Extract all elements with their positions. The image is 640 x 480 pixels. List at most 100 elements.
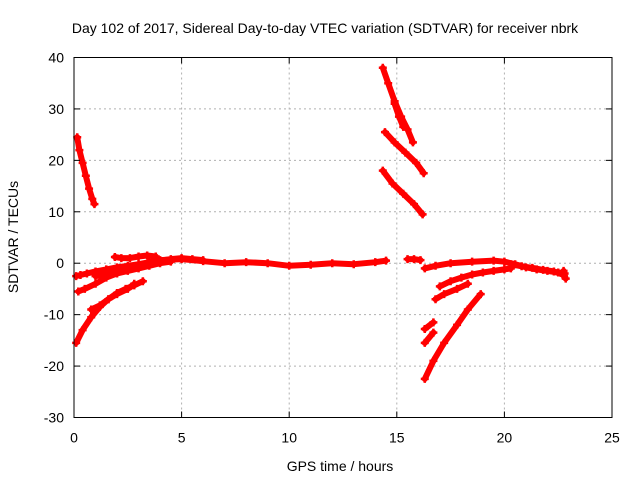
x-tick-label: 0 [70,430,78,446]
data-point [517,262,526,271]
data-point [463,279,472,288]
data-point [429,328,438,337]
y-tick-label: 30 [48,101,64,117]
data-point [399,122,408,131]
data-point [453,284,462,293]
data-point [199,256,208,265]
x-tick-label: 5 [178,430,186,446]
data-point [390,99,399,108]
data-point [429,318,438,327]
data-point [446,277,455,286]
data-point [73,133,82,142]
data-point [306,260,315,269]
data-point [420,264,429,273]
data-point [453,320,462,329]
data-point [125,254,134,263]
data-point [489,256,498,265]
x-tick-label: 25 [604,430,620,446]
data-point [104,295,113,304]
data-point [138,277,147,286]
data-point [412,158,421,167]
grid [74,57,612,418]
data-point [401,148,410,157]
data-point [78,158,87,167]
data-point [380,128,389,137]
data-point [91,272,100,281]
data-point [91,279,100,288]
data-point [489,266,498,275]
y-tick-label: 0 [56,255,64,271]
data-point [431,295,440,304]
data-point [188,255,197,264]
data-series-line [421,291,484,382]
data-point [420,338,429,347]
plot-frame [73,57,613,418]
data-point [113,268,122,277]
data-point [506,260,515,269]
data-point [75,146,84,155]
data-point [440,338,449,347]
x-tick-label: 10 [281,430,297,446]
y-tick-label: -30 [44,410,64,426]
data-point [151,252,160,261]
data-point [418,210,427,219]
data-point [134,252,143,261]
data-point [440,290,449,299]
data-point [561,274,570,283]
data-point [378,63,387,72]
data-point [130,279,139,288]
data-point [123,284,132,293]
data-point [528,263,537,272]
chart-title: Day 102 of 2017, Sidereal Day-to-day VTE… [72,20,579,36]
data-point [435,282,444,291]
data-point [123,264,132,273]
data-point [384,79,393,88]
data-point [113,290,122,299]
data-point [220,259,229,268]
data-point [166,255,175,264]
data-series-line [432,280,471,303]
x-tick-label: 15 [389,430,405,446]
data-point [429,356,438,365]
data-point [117,254,126,263]
y-tick-label: 40 [48,50,64,66]
axes: 0 5 10 15 20 25 -30 -20 -10 0 10 20 30 40 [44,50,620,446]
data-point [74,287,83,296]
data-point [410,200,419,209]
data-point [95,301,104,310]
data-series [72,63,570,383]
data-point [143,251,152,260]
data-point [82,269,91,278]
data-point [382,256,391,265]
data-point [416,256,425,265]
data-point [468,270,477,279]
data-point [539,265,548,274]
y-tick-label: -20 [44,358,64,374]
data-point [403,125,412,134]
data-point [468,257,477,266]
y-tick-label: -10 [44,307,64,323]
data-point [85,184,94,193]
data-point [378,166,387,175]
y-tick-label: 20 [48,152,64,168]
data-point [285,261,294,270]
data-point [457,273,466,282]
data-point [463,305,472,314]
data-point [390,138,399,147]
data-point [242,258,251,267]
data-point [549,267,558,276]
data-point [399,189,408,198]
data-point [371,258,380,267]
data-point [72,338,81,347]
data-point [90,200,99,209]
data-point [134,261,143,270]
data-point [431,261,440,270]
data-point [420,325,429,334]
data-point [87,305,96,314]
data-point [102,270,111,279]
data-point [500,257,509,266]
x-tick-label: 20 [497,430,513,446]
data-point [394,112,403,121]
data-point [177,254,186,263]
data-point [87,313,96,322]
